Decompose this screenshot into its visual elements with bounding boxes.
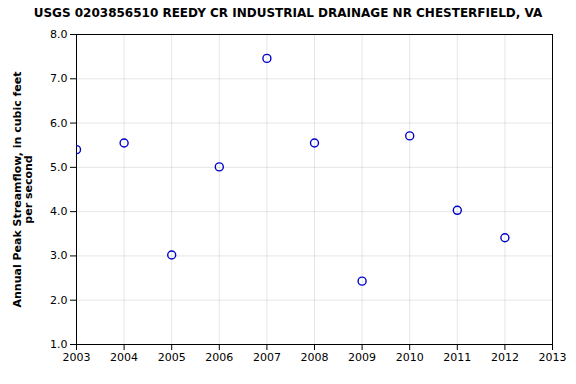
html-text:USGS 0203856510 REEDY CR INDUS: USGS 0203856510 REEDY CR INDUSTRIAL DRAI… <box>33 6 543 20</box>
svg-text:4.0: 4.0 <box>50 205 68 218</box>
svg-text:5.0: 5.0 <box>50 161 68 174</box>
svg-text:2.0: 2.0 <box>50 294 68 307</box>
svg-text:2005: 2005 <box>158 351 186 364</box>
svg-text:2010: 2010 <box>396 351 424 364</box>
svg-text:2003: 2003 <box>63 351 91 364</box>
svg-text:8.0: 8.0 <box>50 28 68 41</box>
svg-text:2004: 2004 <box>110 351 138 364</box>
svg-text:2012: 2012 <box>491 351 519 364</box>
svg-text:2006: 2006 <box>205 351 233 364</box>
svg-text:Annual Peak Streamflow, in cub: Annual Peak Streamflow, in cubic feetper… <box>11 72 35 308</box>
svg-text:7.0: 7.0 <box>50 72 68 85</box>
svg-text:2008: 2008 <box>301 351 329 364</box>
svg-text:6.0: 6.0 <box>50 117 68 130</box>
svg-text:2011: 2011 <box>443 351 471 364</box>
svg-text:2007: 2007 <box>253 351 281 364</box>
svg-text:1.0: 1.0 <box>50 338 68 351</box>
svg-text:2013: 2013 <box>539 351 567 364</box>
svg-text:2009: 2009 <box>348 351 376 364</box>
svg-text:3.0: 3.0 <box>50 249 68 262</box>
